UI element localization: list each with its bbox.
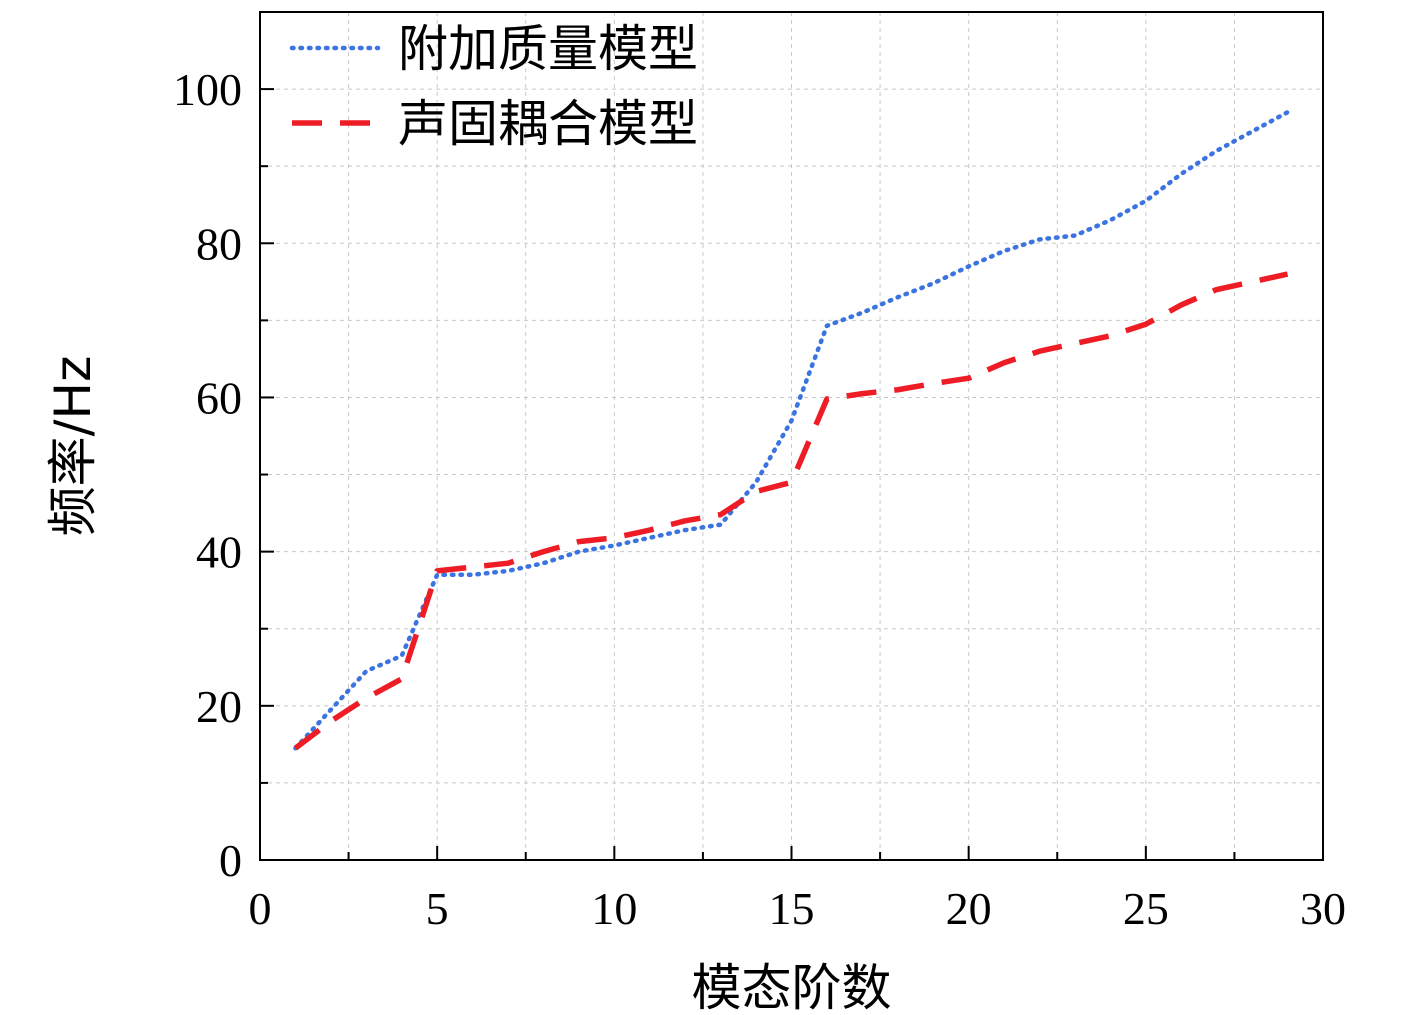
y-axis-title: 频率/Hz	[44, 356, 102, 537]
x-tick-label: 10	[591, 883, 637, 934]
series-lines	[293, 109, 1290, 751]
legend-label-2: 声固耦合模型	[398, 95, 698, 153]
y-tick-labels: 0 20 40 60 80 100	[173, 64, 242, 886]
x-tick-label: 0	[249, 883, 272, 934]
y-tick-label: 40	[196, 527, 242, 578]
y-tick-label: 60	[196, 372, 242, 423]
series-line-1	[293, 109, 1290, 751]
y-tick-label: 80	[196, 218, 242, 269]
y-tick-label: 20	[196, 681, 242, 732]
x-tick-label: 25	[1123, 883, 1169, 934]
y-tick-label: 100	[173, 64, 242, 115]
x-tick-label: 15	[769, 883, 815, 934]
x-axis-title: 模态阶数	[692, 959, 892, 1015]
x-tick-labels: 0 5 10 15 20 25 30	[249, 883, 1347, 934]
y-tick-label: 0	[219, 835, 242, 886]
grid	[260, 12, 1323, 860]
x-tick-label: 30	[1300, 883, 1346, 934]
legend-label-1: 附加质量模型	[398, 20, 698, 78]
series-line-2	[293, 271, 1289, 751]
plot-frame	[259, 11, 1324, 861]
x-tick-label: 20	[946, 883, 992, 934]
x-tick-label: 5	[426, 883, 449, 934]
